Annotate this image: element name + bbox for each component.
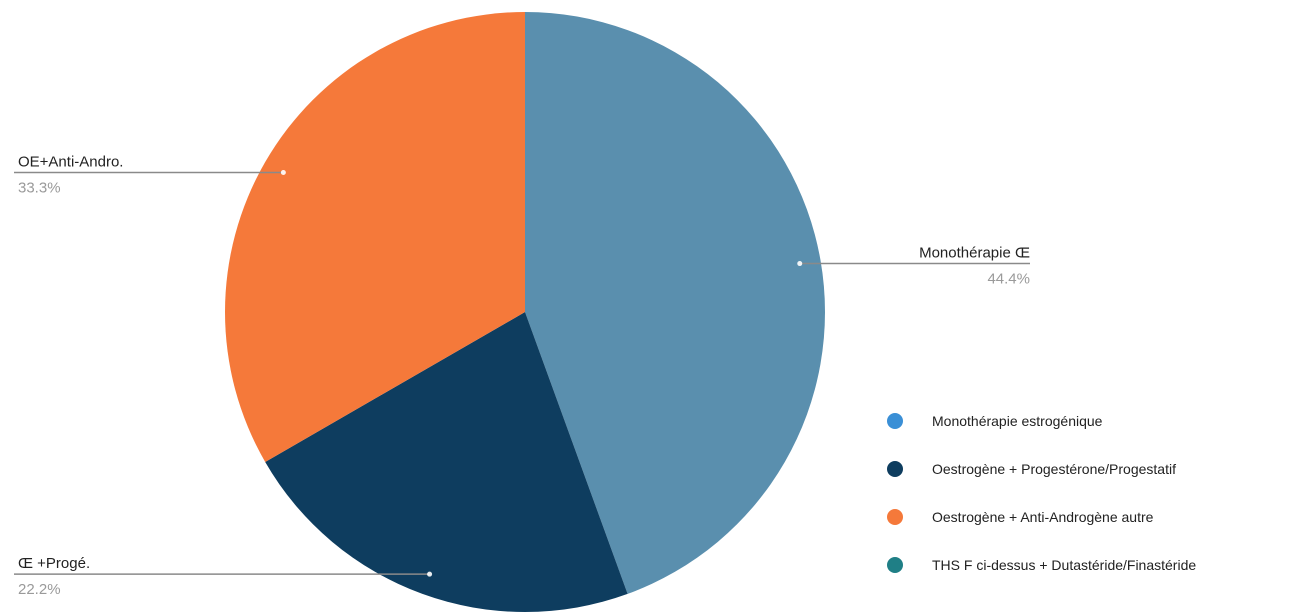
leader-dot-3 [280,170,286,175]
legend-label-1: Monothérapie estrogénique [932,413,1103,429]
legend-label-2: Oestrogène + Progestérone/Progestatif [932,461,1176,477]
slice-percent-3: 33.3% [18,180,61,197]
legend-swatch-4 [887,557,903,573]
legend-label-3: Oestrogène + Anti-Androgène autre [932,509,1154,525]
slice-label-3: OE+Anti-Andro. [18,154,123,171]
pie-slice-3 [224,12,525,462]
legend-swatch-1 [887,413,903,429]
legend-swatch-3 [887,509,903,525]
leader-dot-2 [427,571,433,577]
slice-percent-1: 44.4% [987,271,1030,288]
slice-label-1: Monothérapie Œ [919,245,1030,262]
pie-slice-1 [525,12,825,594]
slice-percent-2: 22.2% [18,581,61,598]
leader-dot-1 [797,261,803,267]
legend-swatch-2 [887,461,903,477]
legend-label-4: THS F ci-dessus + Dutastéride/Finastérid… [932,557,1196,573]
pie-slice-2 [265,312,628,612]
slice-label-2: Œ +Progé. [18,555,90,572]
